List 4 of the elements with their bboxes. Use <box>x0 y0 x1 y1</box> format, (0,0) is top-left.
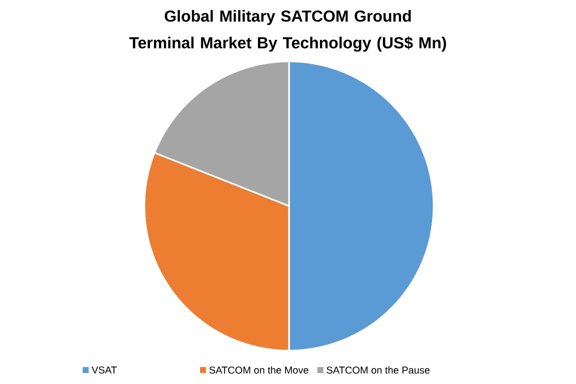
chart-title: Global Military SATCOM Ground Terminal Market By Technology (US$ Mn) <box>129 10 446 52</box>
legend-label: SATCOM on the Move <box>209 366 308 374</box>
legend-label: SATCOM on the Pause <box>326 366 430 374</box>
legend-label: VSAT <box>92 366 117 374</box>
